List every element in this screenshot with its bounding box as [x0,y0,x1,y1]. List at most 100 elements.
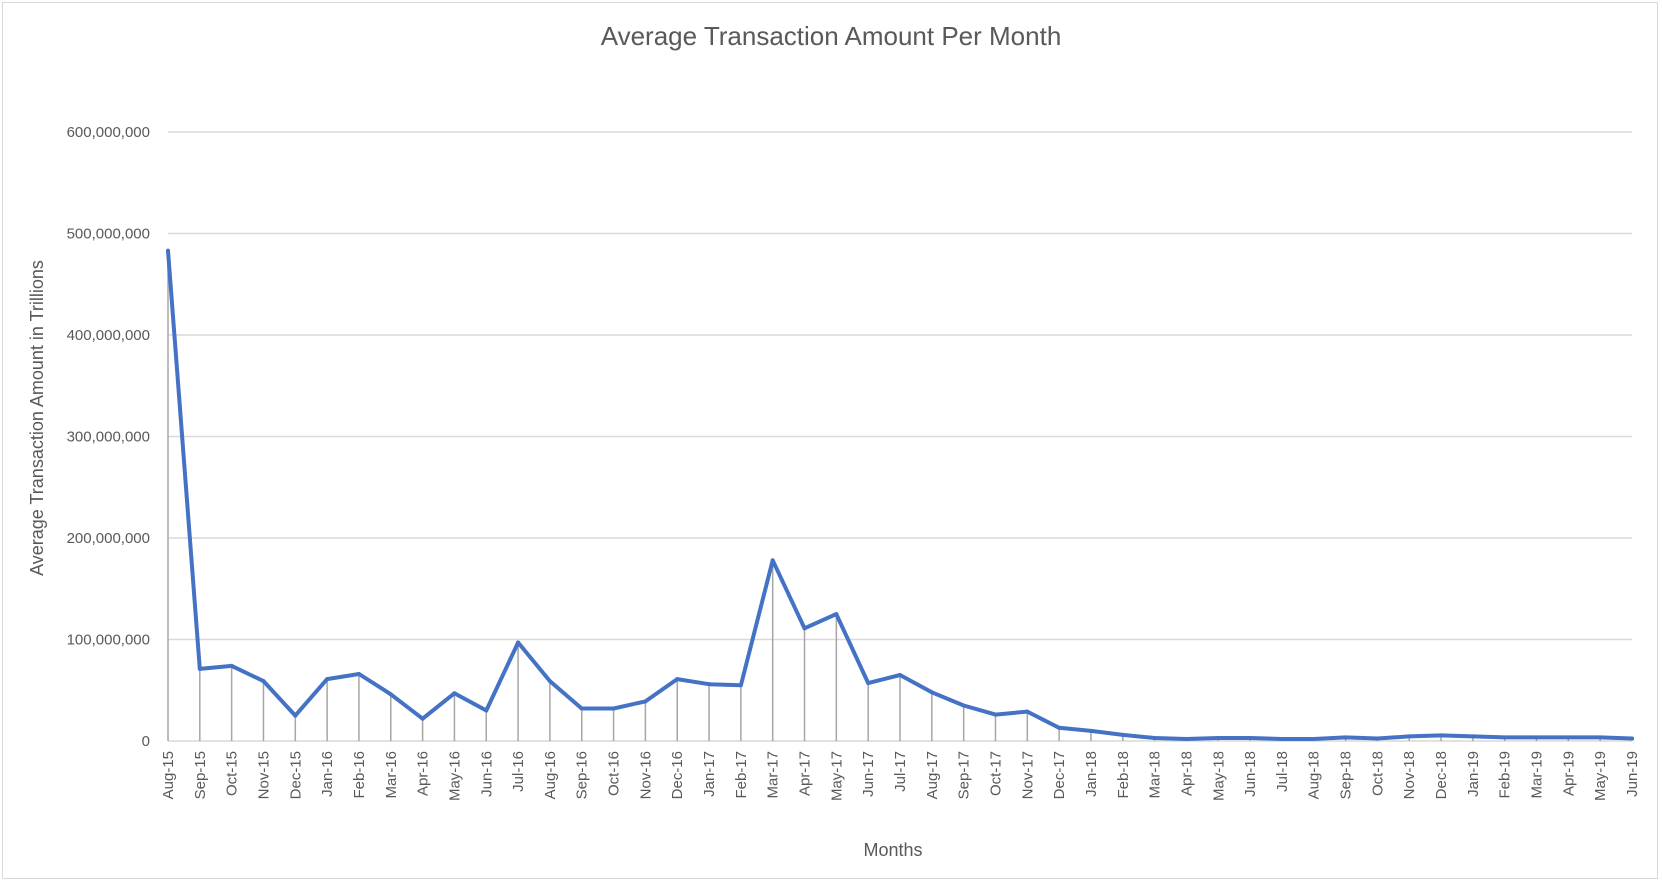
x-tick-label: Feb-17 [733,751,750,799]
data-point [993,712,998,717]
x-tick-label: Apr-16 [415,751,432,796]
data-point [1088,728,1093,733]
data-point [1184,736,1189,741]
data-point [1407,734,1412,739]
drop-lines [167,250,1633,741]
x-tick-label: Jan-16 [319,751,336,797]
data-point [1025,709,1030,714]
x-tick-label: Apr-18 [1178,751,1195,796]
x-tick-label: Mar-17 [765,751,782,799]
y-tick-label: 200,000,000 [67,530,150,547]
data-point [770,558,775,563]
data-point [1057,725,1062,730]
data-point [484,708,489,713]
gridlines [168,131,1632,742]
data-point [1566,735,1571,740]
x-tick-label: May-18 [1210,751,1227,801]
x-tick-label: Feb-19 [1497,751,1514,799]
x-tick-label: Aug-16 [542,751,559,799]
x-tick-label: Oct-18 [1369,751,1386,796]
x-tick-label: Sep-18 [1338,751,1355,799]
data-point [961,703,966,708]
data-point [1598,735,1603,740]
data-point [1152,735,1157,740]
data-point [388,692,393,697]
y-tick-label: 0 [142,733,150,750]
data-point [1311,736,1316,741]
data-point [1470,734,1475,739]
y-tick-label: 100,000,000 [67,632,150,649]
x-tick-label: Jun-18 [1242,751,1259,797]
data-point [707,682,712,687]
y-tick-label: 600,000,000 [67,124,150,141]
data-point [579,706,584,711]
data-point [356,672,361,677]
data-point [452,691,457,696]
data-point [1343,735,1348,740]
data-point [197,666,202,671]
x-tick-label: Oct-15 [224,751,241,796]
x-tick-label: May-17 [828,751,845,801]
x-tick-label: Jan-18 [1083,751,1100,797]
y-tick-label: 400,000,000 [67,327,150,344]
data-point [516,640,521,645]
data-point [1216,735,1221,740]
data-point [611,706,616,711]
data-point [325,677,330,682]
x-tick-label: Aug-15 [160,751,177,799]
data-point [898,673,902,678]
y-tick-label: 300,000,000 [67,429,150,446]
data-point [1502,735,1507,740]
data-point [929,690,934,695]
data-point [643,699,648,704]
series-layer [166,248,1634,741]
y-tick-label: 500,000,000 [67,226,150,243]
data-point [1279,736,1284,741]
x-tick-label: Oct-17 [987,751,1004,796]
data-point [834,612,839,617]
data-point [738,683,743,688]
x-axis-title: Months [863,840,922,860]
x-tick-label: Feb-18 [1115,751,1132,799]
x-tick-label: Dec-18 [1433,751,1450,799]
x-tick-label: Jun-17 [860,751,877,797]
x-tick-label: Jan-17 [701,751,718,797]
x-tick-label: Apr-19 [1560,751,1577,796]
data-point [293,713,298,718]
y-axis-title: Average Transaction Amount in Trillions [27,260,47,576]
data-point [420,716,425,721]
x-tick-label: Mar-19 [1529,751,1546,799]
x-tick-label: Mar-16 [383,751,400,799]
x-tick-label: Nov-16 [637,751,654,799]
data-point [547,679,552,684]
data-point [1534,735,1539,740]
x-tick-label: Jan-19 [1465,751,1482,797]
x-tick-label: Aug-18 [1306,751,1323,799]
x-tick-label: May-19 [1592,751,1609,801]
x-tick-label: Jul-16 [510,751,527,792]
x-tick-label: Dec-17 [1051,751,1068,799]
x-axis-ticks: Aug-15 Sep-15 Oct-15 Nov-15 Dec-15 Jan-16 Feb-… [160,751,1641,801]
x-tick-label: Mar-18 [1147,751,1164,799]
data-point [1120,732,1125,737]
data-point [1375,736,1380,741]
data-point [229,663,234,668]
x-tick-label: Nov-15 [255,751,272,799]
x-tick-label: Nov-18 [1401,751,1418,799]
x-tick-label: Jul-18 [1274,751,1291,792]
x-tick-label: Jun-19 [1624,751,1641,797]
data-point [675,677,680,682]
y-axis-ticks: 0 100,000,000 200,000,000 300,000,000 400,00… [67,124,150,750]
x-tick-label: Aug-17 [924,751,941,799]
data-point [166,248,170,253]
x-tick-label: May-16 [446,751,463,801]
x-tick-label: Feb-16 [351,751,368,799]
data-point [1439,733,1444,738]
x-tick-label: Nov-17 [1019,751,1036,799]
x-tick-label: Jun-16 [478,751,495,797]
data-point [866,681,871,686]
data-point [261,679,266,684]
data-point [1248,735,1253,740]
